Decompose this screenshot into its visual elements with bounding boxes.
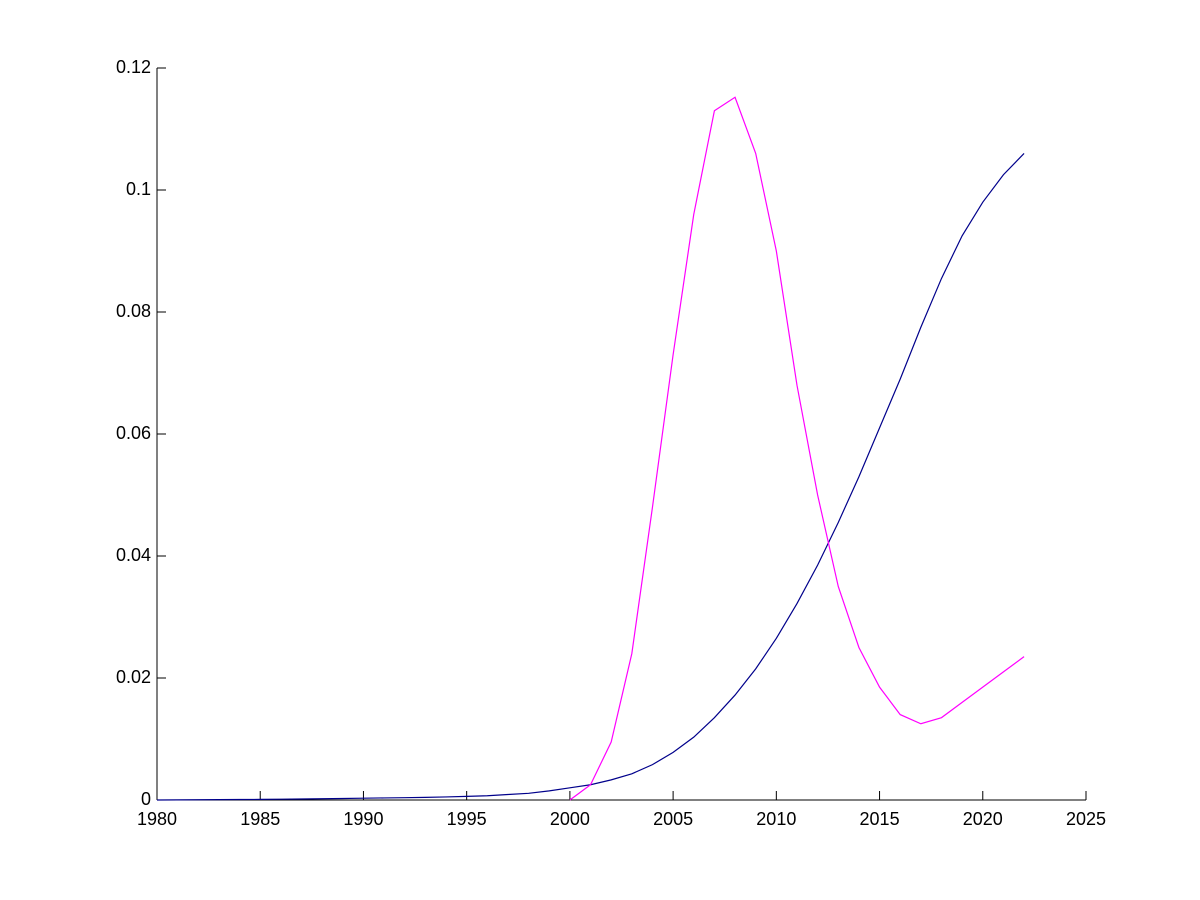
y-tick-label: 0.08 bbox=[116, 301, 151, 321]
x-tick-label: 2010 bbox=[756, 809, 796, 829]
y-tick-label: 0.06 bbox=[116, 423, 151, 443]
y-tick-label: 0.04 bbox=[116, 545, 151, 565]
series-line bbox=[569, 96, 1025, 801]
y-tick-label: 0 bbox=[141, 789, 151, 809]
y-tick-label: 0.12 bbox=[116, 57, 151, 77]
x-tick-label: 2020 bbox=[963, 809, 1003, 829]
x-tick-label: 1980 bbox=[137, 809, 177, 829]
y-tick-label: 0.1 bbox=[126, 179, 151, 199]
x-tick-label: 2025 bbox=[1066, 809, 1106, 829]
y-tick-label: 0.02 bbox=[116, 667, 151, 687]
x-tick-label: 1985 bbox=[240, 809, 280, 829]
x-tick-label: 2005 bbox=[653, 809, 693, 829]
x-tick-label: 2015 bbox=[860, 809, 900, 829]
x-tick-label: 2000 bbox=[550, 809, 590, 829]
x-tick-label: 1995 bbox=[447, 809, 487, 829]
x-tick-label: 1990 bbox=[343, 809, 383, 829]
